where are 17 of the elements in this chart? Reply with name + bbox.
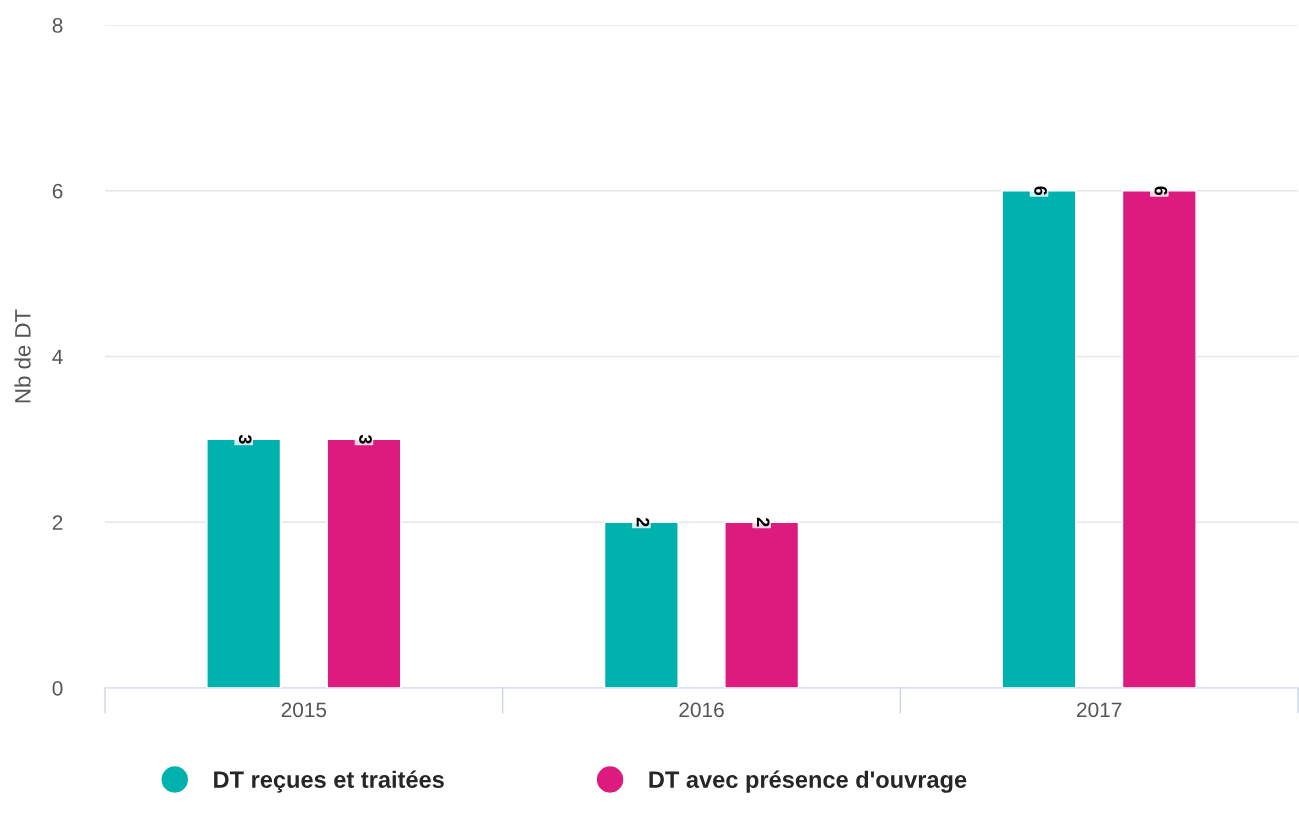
x-tick-label: 2016 — [679, 702, 724, 718]
y-tick-label: 4 — [52, 349, 63, 365]
y-tick-label: 2 — [52, 515, 63, 530]
data-label: 3 — [238, 434, 252, 444]
x-tick-label: 2017 — [1077, 702, 1122, 718]
data-label: 3 — [359, 434, 372, 444]
y-tick-label: 6 — [52, 183, 63, 199]
data-label: 2 — [636, 517, 650, 527]
data-label: 6 — [1034, 186, 1047, 196]
legend-label: DT avec présence d'ouvrage — [649, 770, 967, 793]
data-label: 6 — [1154, 186, 1168, 196]
legend-label: DT reçues et traitées — [214, 770, 444, 793]
data-label: 2 — [756, 517, 770, 527]
y-axis-title: Nb de DT — [14, 309, 31, 403]
x-tick-label: 2015 — [281, 702, 327, 718]
y-tick-label: 8 — [52, 18, 63, 33]
y-tick-label: 0 — [52, 681, 63, 696]
